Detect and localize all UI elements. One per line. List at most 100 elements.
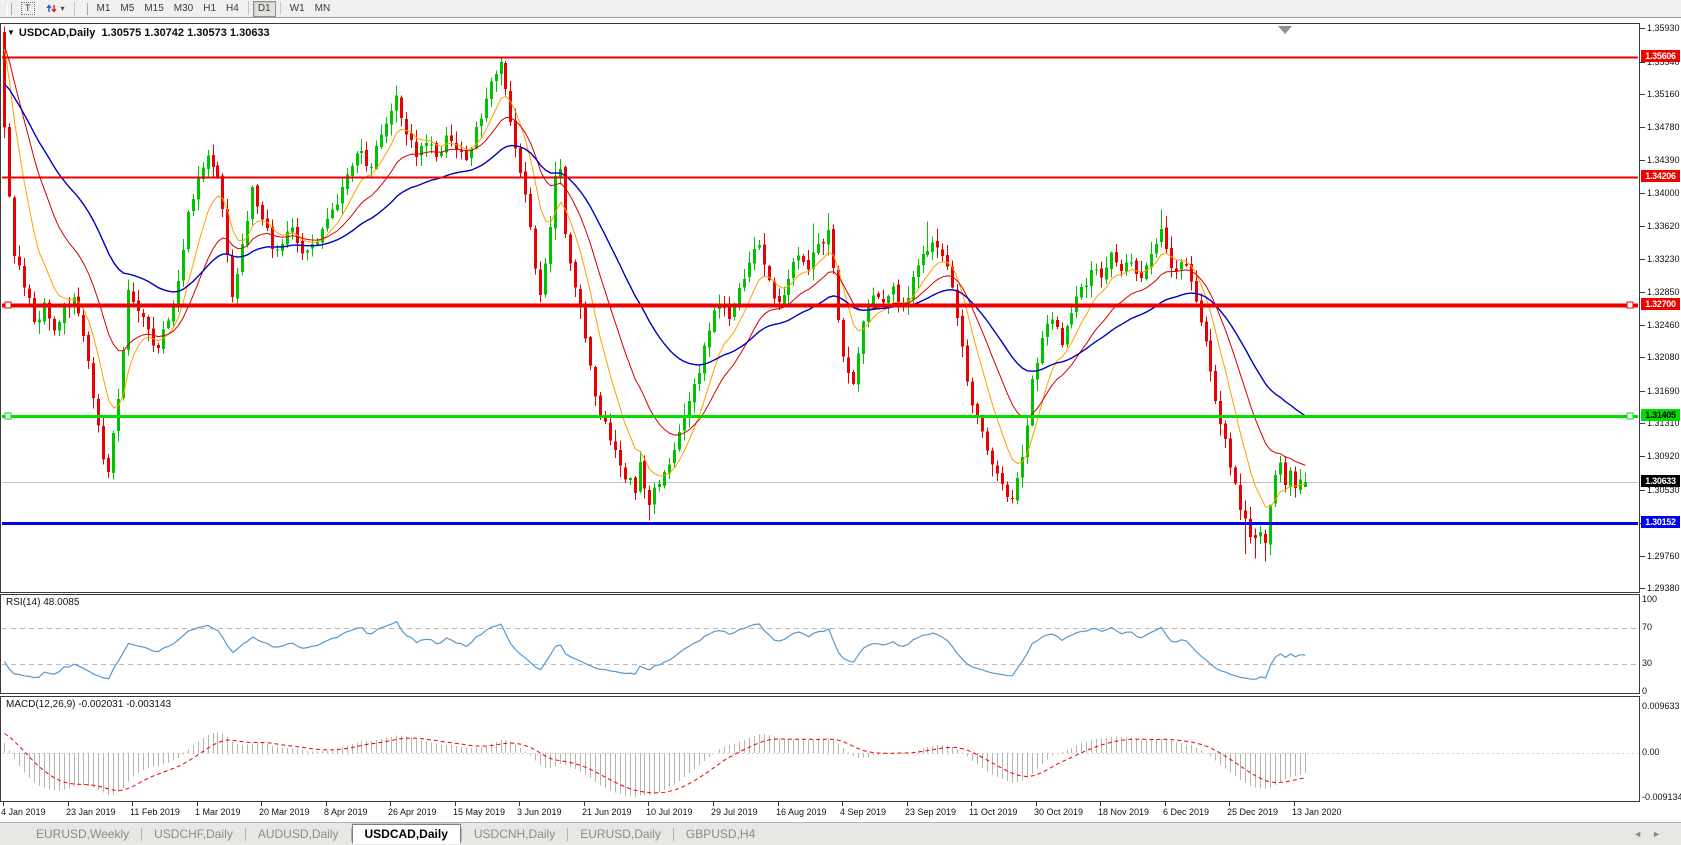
arrows-icon — [45, 4, 57, 13]
toolbar-separator — [73, 1, 75, 16]
date-tick — [197, 802, 198, 806]
price-axis[interactable]: 100 70 30 0 0.009633 0.00 -0.009134 1.35930 1.35… — [1640, 23, 1681, 802]
price-badge: 1.32700 — [1641, 298, 1680, 311]
chart-tab-USDCAD-Daily[interactable]: USDCAD,Daily — [351, 824, 461, 844]
chart-tab-EURUSD-Daily[interactable]: EURUSD,Daily — [580, 827, 661, 841]
chart-tab-USDCHF-Daily[interactable]: USDCHF,Daily — [154, 827, 233, 841]
main-chart-panel[interactable]: ▼ USDCAD,Daily 1.30575 1.30742 1.30573 1.… — [0, 23, 1640, 593]
chart-tabs-bar: EURUSD,Weekly USDCHF,Daily AUDUSD,Daily USD… — [0, 822, 1681, 845]
date-tick — [907, 802, 908, 806]
chart-ohlc-values: 1.30575 1.30742 1.30573 1.30633 — [101, 27, 270, 39]
date-tick — [648, 802, 649, 806]
price-badge: 1.35606 — [1641, 49, 1680, 62]
date-tick-label: 1 Mar 2019 — [195, 807, 241, 817]
macd-axis-label: 0.009633 — [1642, 701, 1680, 711]
timeframe-button-M5[interactable]: M5 — [115, 1, 139, 17]
chart-tab-EURUSD-Weekly[interactable]: EURUSD,Weekly — [36, 827, 130, 841]
date-tick — [842, 802, 843, 806]
collapse-icon[interactable]: ▼ — [7, 28, 15, 37]
price-tick-label: 1.35160 — [1640, 89, 1680, 99]
tab-divider — [567, 827, 569, 841]
candlestick-chart[interactable] — [1, 24, 1639, 592]
timeframe-button-W1[interactable]: W1 — [285, 1, 310, 17]
tab-divider — [672, 827, 674, 841]
timeframe-button-M30[interactable]: M30 — [169, 1, 198, 17]
macd-axis-label: -0.009134 — [1642, 792, 1681, 802]
timeframe-button-MN[interactable]: MN — [310, 1, 336, 17]
price-tick-label: 1.29380 — [1640, 583, 1680, 593]
macd-axis-label: 0.00 — [1642, 747, 1660, 757]
timeframe-button-M1[interactable]: M1 — [92, 1, 116, 17]
date-tick — [132, 802, 133, 806]
price-tick-label: 1.34390 — [1640, 155, 1680, 165]
rsi-chart[interactable] — [1, 595, 1639, 693]
price-tick-label: 1.33230 — [1640, 254, 1680, 264]
chart-tab-GBPUSD-H4[interactable]: GBPUSD,H4 — [685, 827, 756, 841]
date-tick — [1100, 802, 1101, 806]
date-tick — [1229, 802, 1230, 806]
date-tick — [1165, 802, 1166, 806]
rsi-axis-label: 0 — [1642, 686, 1648, 696]
date-tick-label: 4 Jan 2019 — [1, 807, 46, 817]
toolbar-separator — [279, 0, 281, 15]
date-axis[interactable]: 4 Jan 2019 23 Jan 2019 11 Feb 2019 1 Mar 20… — [0, 802, 1640, 822]
date-tick — [3, 802, 4, 806]
date-tick — [971, 802, 972, 806]
date-tick — [261, 802, 262, 806]
date-tick-label: 23 Sep 2019 — [905, 807, 957, 817]
toolbar: T ▾ M1 M5 M15 M30 H1 H4 D1 W1 MN — [0, 0, 1681, 18]
timeframe-button-M15[interactable]: M15 — [139, 1, 168, 17]
price-tick-label: 1.34000 — [1640, 188, 1680, 198]
timeframe-button-H4[interactable]: H4 — [221, 1, 244, 17]
date-tick-label: 18 Nov 2019 — [1098, 807, 1150, 817]
rsi-axis-label: 70 — [1642, 621, 1653, 632]
date-tick-label: 4 Sep 2019 — [840, 807, 887, 817]
date-tick — [519, 802, 520, 806]
macd-chart[interactable] — [1, 697, 1639, 801]
rsi-axis-label: 100 — [1642, 594, 1658, 604]
price-tick-label: 1.34780 — [1640, 122, 1680, 132]
date-tick-label: 23 Jan 2019 — [66, 807, 116, 817]
timeframe-button-D1[interactable]: D1 — [252, 0, 276, 17]
date-tick-label: 20 Mar 2019 — [259, 807, 310, 817]
tab-scroll-right-button[interactable]: ► — [1652, 829, 1671, 839]
date-tick-label: 11 Oct 2019 — [969, 807, 1018, 817]
price-tick-label: 1.32850 — [1640, 287, 1680, 297]
chart-tab-USDCNH-Daily[interactable]: USDCNH,Daily — [473, 827, 556, 841]
price-badge: 1.31405 — [1641, 409, 1680, 422]
macd-panel[interactable]: MACD(12,26,9) -0.002031 -0.003143 — [0, 696, 1640, 802]
price-tick-label: 1.32080 — [1640, 352, 1680, 362]
date-tick — [1036, 802, 1037, 806]
date-tick — [455, 802, 456, 806]
price-tick-label: 1.32460 — [1640, 320, 1680, 330]
macd-label: MACD(12,26,9) -0.002031 -0.003143 — [6, 699, 172, 710]
rsi-panel[interactable]: RSI(14) 48.0085 — [0, 594, 1640, 694]
chart-tab-AUDUSD-Daily[interactable]: AUDUSD,Daily — [257, 827, 339, 841]
date-tick-label: 6 Dec 2019 — [1163, 807, 1210, 817]
date-tick-label: 10 Jul 2019 — [646, 807, 693, 817]
date-tick-label: 29 Jul 2019 — [711, 807, 758, 817]
date-tick — [1294, 802, 1295, 806]
toolbar-separator — [247, 0, 249, 15]
date-tick — [778, 802, 779, 806]
toolbar-grip — [82, 2, 88, 15]
date-tick-label: 11 Feb 2019 — [130, 807, 180, 817]
price-tick-label: 1.31690 — [1640, 386, 1680, 396]
date-tick — [584, 802, 585, 806]
price-badge: 1.30633 — [1641, 475, 1680, 487]
price-tick-label: 1.31310 — [1640, 418, 1680, 428]
chart-title: ▼ USDCAD,Daily 1.30575 1.30742 1.30573 1.… — [7, 27, 270, 39]
price-tick-label: 1.30920 — [1640, 451, 1680, 461]
arrows-tool-button[interactable]: ▾ — [40, 1, 70, 17]
price-badge: 1.34206 — [1641, 169, 1680, 182]
date-tick-label: 13 Jan 2020 — [1292, 807, 1342, 817]
date-tick-label: 3 Jun 2019 — [517, 807, 562, 817]
timeframe-button-H1[interactable]: H1 — [198, 1, 221, 17]
tab-scroll-left-button[interactable]: ◄ — [1633, 829, 1653, 839]
tab-scroll-arrows: ◄► — [1633, 829, 1671, 839]
text-tool-icon: T — [21, 2, 35, 15]
rsi-label: RSI(14) 48.0085 — [6, 597, 80, 608]
date-tick-label: 8 Apr 2019 — [324, 807, 368, 817]
text-tool-button[interactable]: T — [16, 1, 40, 17]
timeframe-buttons: M1 M5 M15 M30 H1 H4 D1 W1 MN — [92, 0, 336, 17]
